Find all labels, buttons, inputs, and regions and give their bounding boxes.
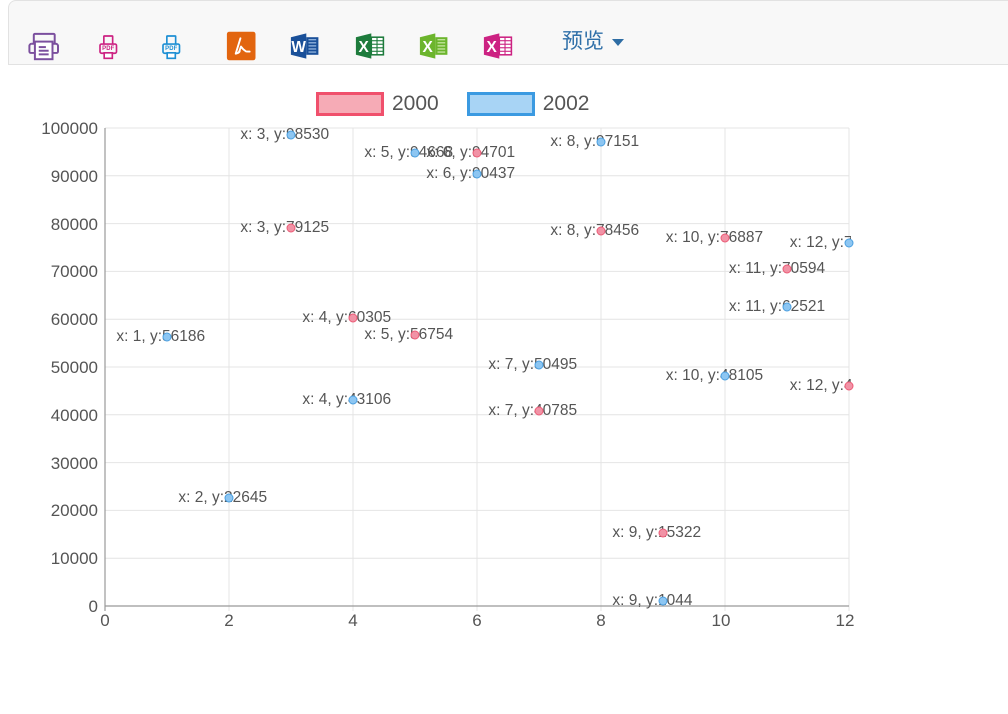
svg-text:W: W xyxy=(291,39,306,56)
svg-text:X: X xyxy=(358,39,369,56)
svg-text:PDF: PDF xyxy=(102,46,114,52)
svg-text:X: X xyxy=(486,39,497,56)
svg-text:PDF: PDF xyxy=(165,46,177,52)
svg-text:X: X xyxy=(422,39,433,56)
